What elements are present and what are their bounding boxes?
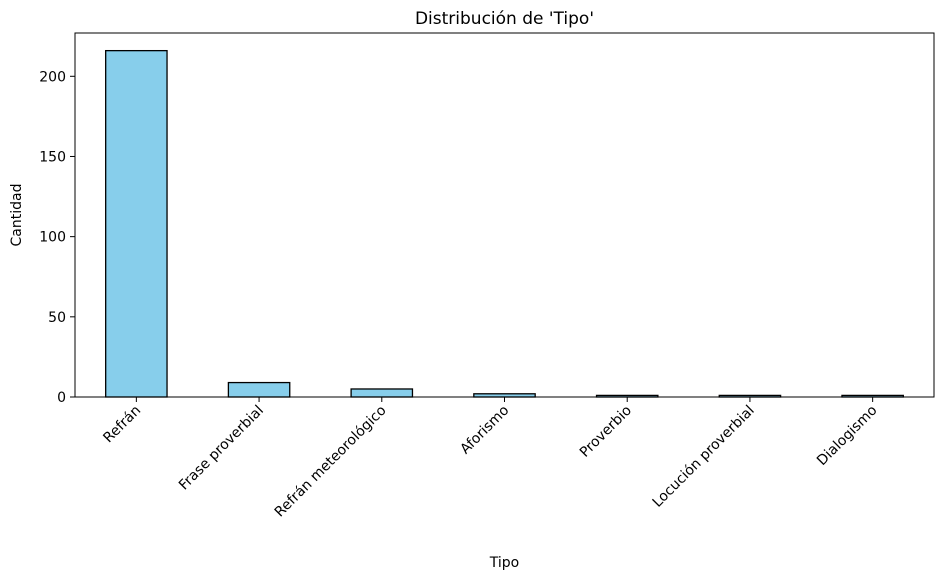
x-tick-label: Aforismo (457, 403, 512, 458)
x-axis-label: Tipo (489, 555, 519, 571)
y-tick-label: 100 (39, 230, 66, 246)
x-tick-label: Proverbio (577, 403, 635, 461)
plot-frame (74, 32, 935, 398)
y-tick-label: 0 (57, 390, 66, 406)
chart-title: Distribución de 'Tipo' (415, 9, 594, 29)
x-tick-label: Frase proverbial (176, 403, 267, 494)
x-tick-label: Locución proverbial (650, 403, 758, 511)
y-tick-label: 200 (39, 69, 66, 85)
x-tick-label: Refrán meteorológico (272, 403, 390, 521)
x-axis-ticks: Refrán Frase proverbial Refrán meteorológi… (100, 397, 880, 520)
y-tick-label: 150 (39, 149, 66, 165)
y-tick-label: 50 (48, 310, 66, 326)
bars (105, 49, 904, 398)
y-axis-label: Cantidad (9, 184, 25, 247)
y-axis-ticks: 0 50 100 150 200 (39, 69, 75, 406)
bar-3 (350, 388, 414, 398)
x-tick-label: Dialogismo (814, 403, 880, 469)
x-tick-label: Refrán (100, 403, 144, 447)
bar-1 (105, 49, 168, 398)
bar-2 (227, 381, 291, 398)
